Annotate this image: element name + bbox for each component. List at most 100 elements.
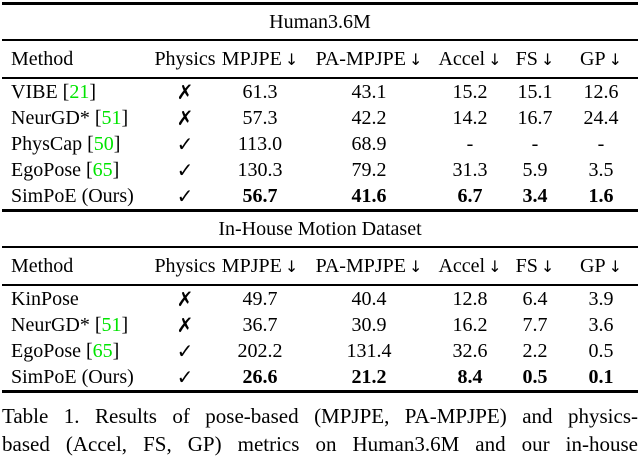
method-cell: SimPoE (Ours) <box>11 184 134 207</box>
down-arrow-icon: ↓ <box>409 49 423 69</box>
down-arrow-icon: ↓ <box>284 49 299 69</box>
metric-value: - <box>466 132 474 155</box>
check-icon: ✓ <box>176 365 194 389</box>
method-cell: NeurGD* [51] <box>11 313 129 336</box>
metric-value: 5.9 <box>522 158 548 181</box>
down-arrow-icon: ↓ <box>284 256 299 276</box>
table-row: NeurGD* [51] ✗ 36.7 30.9 16.2 7.7 3.6 <box>2 312 638 338</box>
metric-value: 2.2 <box>522 339 548 362</box>
metric-value: 113.0 <box>237 132 283 155</box>
metric-value: 131.4 <box>346 339 392 362</box>
method-cell: PhysCap [50] <box>11 132 121 155</box>
col-header-gp: GP ↓ <box>564 41 638 79</box>
table1-title-rule <box>2 39 638 41</box>
metric-value: 7.7 <box>522 313 548 336</box>
table1-body: VIBE [21] ✗ 61.3 43.1 15.2 15.1 12.6 NeurGD* [5… <box>2 78 638 209</box>
method-cell: NeurGD* [51] <box>11 106 129 129</box>
table1-top-rule <box>2 2 638 5</box>
table2-body: KinPose ✗ 49.7 40.4 12.8 6.4 3.9 NeurGD* [51] ✗ 3… <box>2 285 638 390</box>
check-icon: ✓ <box>176 184 194 208</box>
table2-header-row: Method Physics MPJPE ↓ PA-MPJPE ↓ Accel ↓ FS ↓ GP ↓ <box>2 248 638 286</box>
table-row: EgoPose [65] ✓ 202.2 131.4 32.6 2.2 0.5 <box>2 338 638 364</box>
metric-value: 30.9 <box>351 313 387 336</box>
metric-value: 15.1 <box>517 80 553 103</box>
cross-icon: ✗ <box>176 106 194 130</box>
cross-icon: ✗ <box>176 313 194 337</box>
citation-link[interactable]: 51 <box>101 313 122 336</box>
method-cell: VIBE [21] <box>11 80 97 103</box>
metric-value: 49.7 <box>242 287 278 310</box>
metric-value: 42.2 <box>351 106 387 129</box>
metric-value: 0.1 <box>588 365 614 388</box>
check-icon: ✓ <box>176 158 194 182</box>
metric-value: 79.2 <box>351 158 387 181</box>
header-row: Method Physics MPJPE ↓ PA-MPJPE ↓ Accel ↓ FS ↓ GP ↓ <box>2 248 638 286</box>
col-header-method: Method <box>2 248 154 286</box>
citation-link[interactable]: 65 <box>92 339 113 362</box>
cross-icon: ✗ <box>176 80 194 104</box>
metric-value: 15.2 <box>452 80 488 103</box>
down-arrow-icon: ↓ <box>409 256 423 276</box>
method-cell: EgoPose [65] <box>11 339 120 362</box>
metric-value: 12.8 <box>452 287 488 310</box>
metric-value: 36.7 <box>242 313 278 336</box>
cross-icon: ✗ <box>176 287 194 311</box>
table-row: VIBE [21] ✗ 61.3 43.1 15.2 15.1 12.6 <box>2 78 638 105</box>
col-header-physics: Physics <box>154 248 216 286</box>
col-header-pa-mpjpe: PA-MPJPE ↓ <box>304 248 434 286</box>
metric-value: 3.6 <box>588 313 614 336</box>
metric-value: 24.4 <box>583 106 619 129</box>
metric-value: 202.2 <box>237 339 283 362</box>
results-table-inhouse: Method Physics MPJPE ↓ PA-MPJPE ↓ Accel ↓ FS ↓ GP ↓… <box>2 248 638 390</box>
results-table-human36m: Method Physics MPJPE ↓ PA-MPJPE ↓ Accel ↓ FS ↓ GP ↓… <box>2 41 638 209</box>
col-header-accel: Accel ↓ <box>434 248 506 286</box>
metric-value: 6.7 <box>457 184 483 207</box>
down-arrow-icon: ↓ <box>608 49 622 69</box>
metric-value: 16.2 <box>452 313 488 336</box>
method-cell: SimPoE (Ours) <box>11 365 134 388</box>
metric-value: 31.3 <box>452 158 488 181</box>
metric-value: 3.4 <box>522 184 548 207</box>
metric-value: 41.6 <box>351 184 387 207</box>
metric-value: 6.4 <box>522 287 548 310</box>
col-header-accel: Accel ↓ <box>434 41 506 79</box>
citation-link[interactable]: 51 <box>101 106 122 129</box>
col-header-gp: GP ↓ <box>564 248 638 286</box>
down-arrow-icon: ↓ <box>488 256 502 276</box>
down-arrow-icon: ↓ <box>608 256 622 276</box>
table2-bottom-rule <box>2 390 638 393</box>
dataset-title-inhouse: In-House Motion Dataset <box>218 218 422 240</box>
col-header-mpjpe: MPJPE ↓ <box>216 41 304 79</box>
metric-value: 43.1 <box>351 80 387 103</box>
method-cell: EgoPose [65] <box>11 158 120 181</box>
down-arrow-icon: ↓ <box>488 49 502 69</box>
table2-title-rule <box>2 246 638 248</box>
metric-value: 26.6 <box>242 365 278 388</box>
metric-value: 16.7 <box>517 106 553 129</box>
down-arrow-icon: ↓ <box>540 49 555 69</box>
table-row: EgoPose [65] ✓ 130.3 79.2 31.3 5.9 3.5 <box>2 157 638 183</box>
caption-line-1: Table 1. Results of pose-based (MPJPE, P… <box>2 404 638 428</box>
metric-value: 1.6 <box>588 184 614 207</box>
metric-value: 3.5 <box>588 158 614 181</box>
metric-value: 130.3 <box>237 158 283 181</box>
col-header-physics: Physics <box>154 41 216 79</box>
table-row: NeurGD* [51] ✗ 57.3 42.2 14.2 16.7 24.4 <box>2 105 638 131</box>
metric-value: 40.4 <box>351 287 387 310</box>
table-row: PhysCap [50] ✓ 113.0 68.9 - - - <box>2 131 638 157</box>
table-row: SimPoE (Ours) ✓ 56.7 41.6 6.7 3.4 1.6 <box>2 183 638 209</box>
citation-link[interactable]: 21 <box>69 80 90 103</box>
citation-link[interactable]: 65 <box>92 158 113 181</box>
dataset-title-human36m: Human3.6M <box>269 11 371 33</box>
col-header-fs: FS ↓ <box>506 248 564 286</box>
metric-value: 56.7 <box>242 184 278 207</box>
metric-value: - <box>531 132 539 155</box>
metric-value: 32.6 <box>452 339 488 362</box>
metric-value: 8.4 <box>457 365 483 388</box>
metric-value: 12.6 <box>583 80 619 103</box>
metric-value: 68.9 <box>351 132 387 155</box>
table1-header-row: Method Physics MPJPE ↓ PA-MPJPE ↓ Accel ↓ FS ↓ GP ↓ <box>2 41 638 79</box>
check-icon: ✓ <box>176 132 194 156</box>
citation-link[interactable]: 50 <box>93 132 114 155</box>
